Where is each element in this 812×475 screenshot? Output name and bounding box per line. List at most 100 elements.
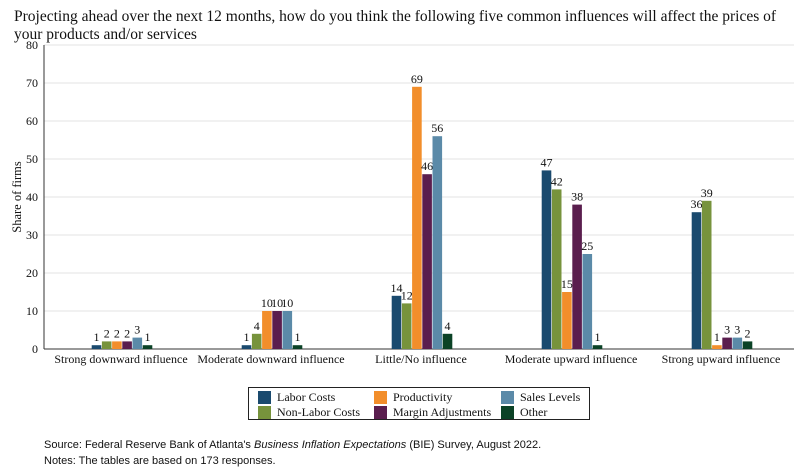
data-label-non-labor-costs: 12 [401, 288, 413, 302]
x-tick-label: Little/No influence [375, 352, 467, 366]
data-label-non-labor-costs: 2 [104, 326, 110, 340]
x-tick-label: Strong upward influence [662, 352, 781, 366]
bar-productivity [412, 86, 422, 350]
source-suffix: (BIE) Survey, August 2022. [406, 439, 542, 451]
bar-margin-adjustments [122, 341, 132, 349]
data-label-labor-costs: 36 [691, 197, 703, 211]
data-label-labor-costs: 1 [244, 330, 250, 344]
legend-swatch-sales-levels [501, 391, 514, 404]
data-label-non-labor-costs: 39 [701, 186, 713, 200]
data-label-labor-costs: 47 [541, 155, 553, 169]
y-tick-label: 40 [26, 190, 38, 204]
bar-non-labor-costs [401, 303, 412, 349]
bar-productivity [262, 311, 272, 349]
data-label-productivity: 69 [411, 72, 423, 86]
data-label-sales-levels: 56 [431, 121, 443, 135]
legend-label-productivity: Productivity [393, 390, 453, 404]
bar-productivity [562, 292, 572, 349]
source-prefix: Source: Federal Reserve Bank of Atlanta'… [44, 439, 254, 451]
data-label-labor-costs: 14 [391, 281, 403, 295]
bar-margin-adjustments [422, 174, 432, 349]
y-tick-label: 10 [26, 304, 38, 318]
y-tick-label: 50 [26, 152, 38, 166]
x-tick-label: Strong downward influence [54, 352, 187, 366]
data-label-other: 4 [445, 319, 451, 333]
chart-title: Projecting ahead over the next 12 months… [14, 8, 777, 43]
bar-margin-adjustments [272, 311, 282, 349]
chart-legend: Labor Costs Productivity Sales Levels No… [248, 387, 590, 420]
legend-item-sales-levels: Sales Levels [501, 390, 580, 405]
legend-swatch-margin-adjustments [374, 406, 387, 419]
data-label-margin-adjustments: 3 [724, 323, 730, 337]
bar-non-labor-costs [701, 200, 712, 349]
bar-productivity [712, 345, 722, 349]
bar-other [292, 345, 303, 349]
footer: Source: Federal Reserve Bank of Atlanta'… [44, 437, 541, 469]
bar-non-labor-costs [251, 333, 262, 349]
data-label-sales-levels: 25 [581, 239, 593, 253]
data-label-other: 1 [295, 330, 301, 344]
data-label-productivity: 2 [114, 326, 120, 340]
bar-sales-levels [732, 337, 743, 349]
legend-label-other: Other [520, 405, 548, 419]
bar-labor-costs [541, 170, 552, 349]
legend-item-labor-costs: Labor Costs [258, 390, 335, 405]
legend-swatch-other [501, 406, 514, 419]
data-label-other: 1 [145, 330, 151, 344]
legend-item-productivity: Productivity [374, 390, 452, 405]
data-label-productivity: 10 [261, 296, 273, 310]
data-label-sales-levels: 3 [734, 323, 740, 337]
bar-sales-levels [132, 337, 143, 349]
bar-non-labor-costs [101, 341, 112, 349]
x-tick-label: Moderate downward influence [197, 352, 344, 366]
legend-swatch-non-labor-costs [258, 406, 271, 419]
y-tick-label: 30 [26, 228, 38, 242]
legend-item-margin-adjustments: Margin Adjustments [374, 405, 491, 420]
data-label-other: 1 [595, 330, 601, 344]
data-label-sales-levels: 10 [281, 296, 293, 310]
bar-sales-levels [582, 254, 593, 349]
data-label-margin-adjustments: 10 [271, 296, 283, 310]
bar-other [592, 345, 603, 349]
bar-sales-levels [432, 136, 443, 349]
data-label-margin-adjustments: 2 [124, 326, 130, 340]
data-label-sales-levels: 3 [134, 323, 140, 337]
bar-other [742, 341, 753, 349]
data-label-productivity: 1 [714, 330, 720, 344]
legend-label-labor-costs: Labor Costs [277, 390, 336, 404]
legend-item-non-labor-costs: Non-Labor Costs [258, 405, 360, 420]
legend-label-non-labor-costs: Non-Labor Costs [277, 405, 360, 419]
bar-labor-costs [691, 212, 702, 349]
y-tick-label: 0 [32, 342, 38, 356]
bar-labor-costs [91, 345, 102, 349]
y-tick-label: 80 [26, 38, 38, 52]
y-tick-label: 20 [26, 266, 38, 280]
y-tick-label: 70 [26, 76, 38, 90]
legend-swatch-labor-costs [258, 391, 271, 404]
data-label-margin-adjustments: 38 [571, 190, 583, 204]
y-axis-title: Share of firms [10, 161, 24, 233]
legend-item-other: Other [501, 405, 547, 420]
bar-other [142, 345, 153, 349]
bar-non-labor-costs [551, 189, 562, 349]
y-tick-label: 60 [26, 114, 38, 128]
data-label-non-labor-costs: 42 [551, 174, 563, 188]
bar-other [442, 333, 453, 349]
bar-margin-adjustments [572, 204, 582, 349]
source-survey-name: Business Inflation Expectations [254, 439, 407, 451]
x-tick-label: Moderate upward influence [505, 352, 638, 366]
bar-productivity [112, 341, 122, 349]
data-label-non-labor-costs: 4 [254, 319, 260, 333]
data-label-labor-costs: 1 [94, 330, 100, 344]
bar-sales-levels [282, 311, 293, 349]
legend-label-margin-adjustments: Margin Adjustments [393, 405, 492, 419]
bar-labor-costs [241, 345, 252, 349]
source-note: Source: Federal Reserve Bank of Atlanta'… [44, 437, 541, 453]
data-label-margin-adjustments: 46 [421, 159, 433, 173]
bar-margin-adjustments [722, 337, 732, 349]
legend-label-sales-levels: Sales Levels [520, 390, 581, 404]
data-label-other: 2 [745, 326, 751, 340]
legend-swatch-productivity [374, 391, 387, 404]
notes: Notes: The tables are based on 173 respo… [44, 455, 276, 467]
